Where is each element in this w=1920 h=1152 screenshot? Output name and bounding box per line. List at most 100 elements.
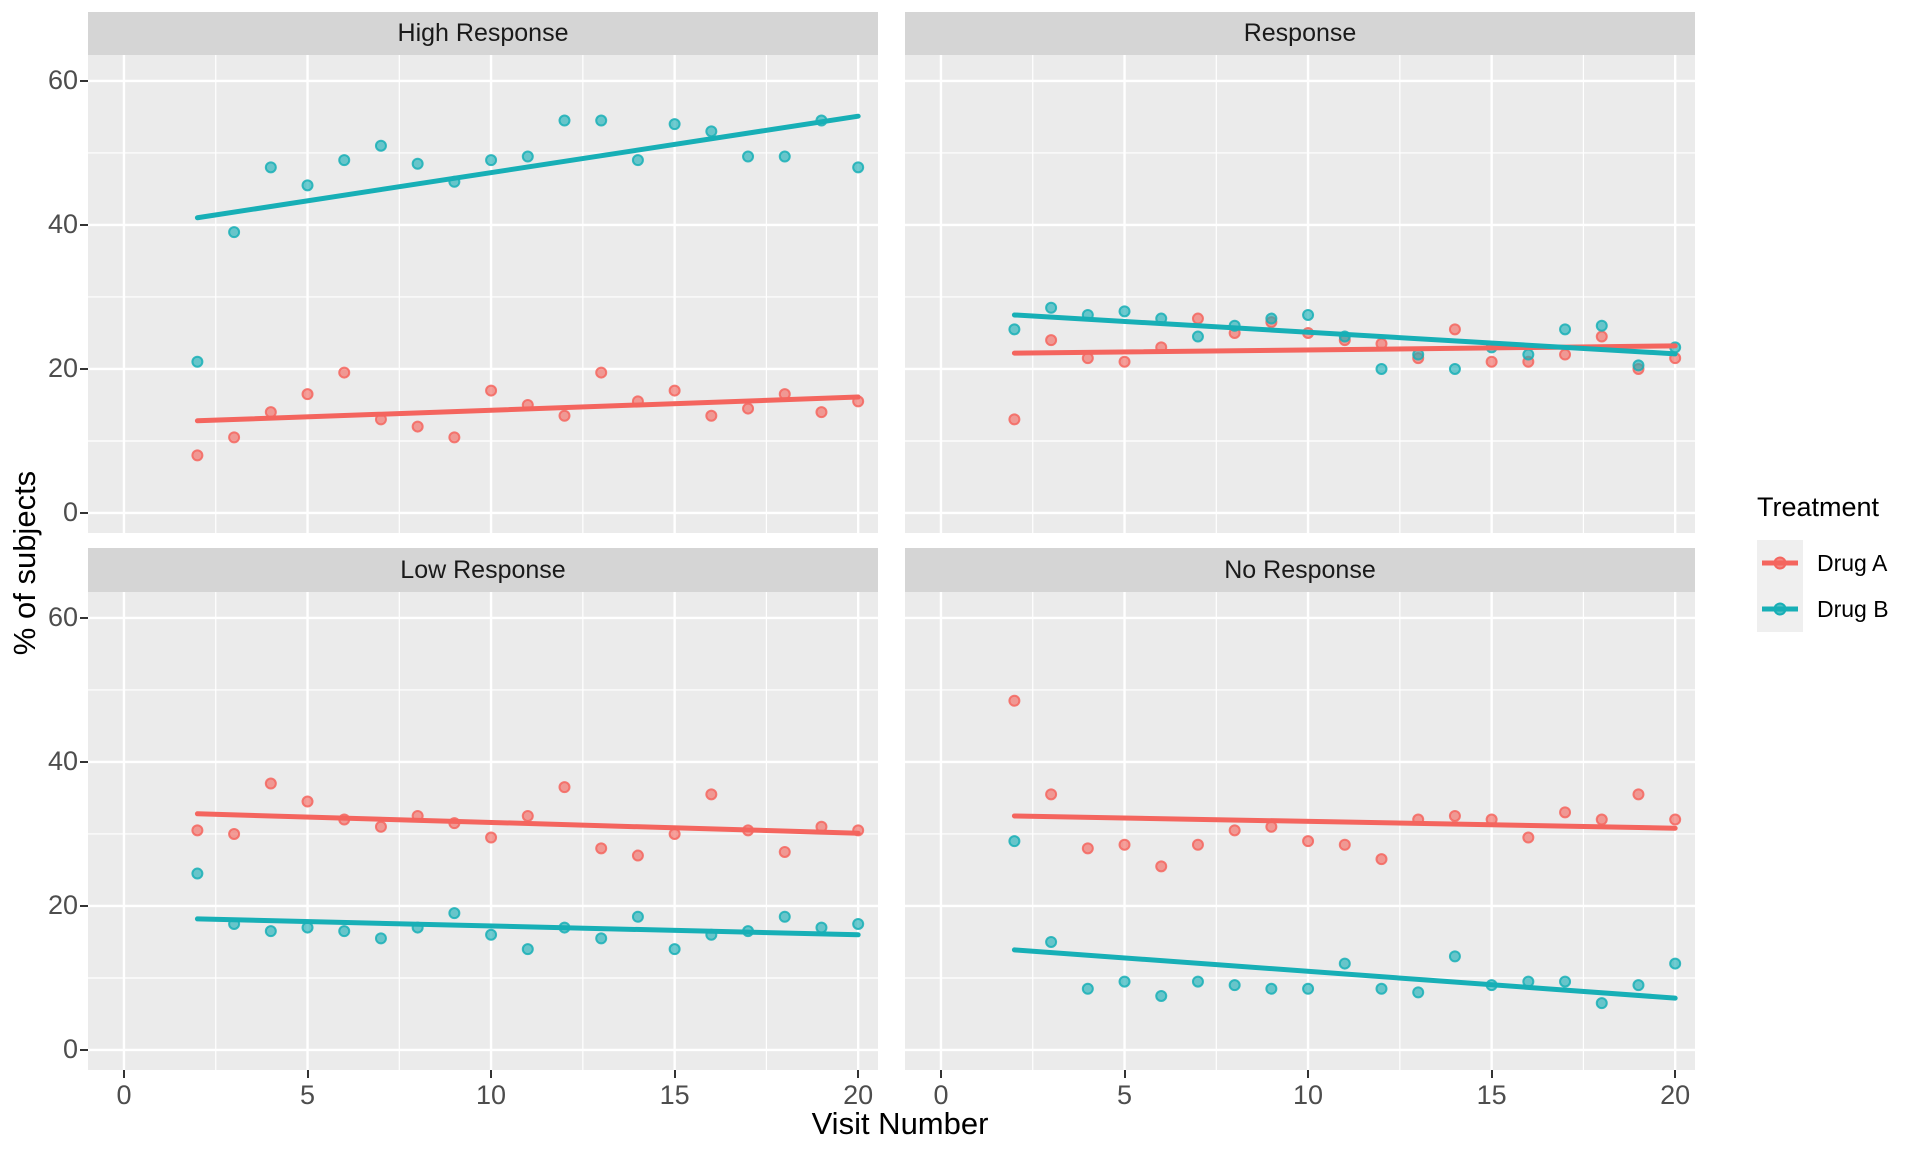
trend-line <box>194 394 861 424</box>
y-tick-mark <box>80 223 88 226</box>
data-point <box>228 431 241 444</box>
data-point <box>1302 835 1315 848</box>
data-point <box>1448 809 1461 822</box>
data-point <box>1669 957 1682 970</box>
data-point <box>1485 355 1498 368</box>
x-tick-mark <box>939 1070 942 1078</box>
data-point <box>1595 997 1608 1010</box>
x-tick-mark <box>1123 1070 1126 1078</box>
x-tick-label: 0 <box>933 1080 949 1110</box>
x-tick-label: 10 <box>1293 1080 1324 1110</box>
trend-line <box>194 916 861 938</box>
data-point <box>411 157 424 170</box>
legend-item-drug-b: Drug B <box>1757 586 1889 632</box>
data-point <box>595 932 608 945</box>
data-point <box>264 925 277 938</box>
data-point <box>1559 348 1572 361</box>
trend-line <box>1011 312 1678 357</box>
data-point <box>852 917 865 930</box>
y-tick-mark <box>80 79 88 82</box>
data-point <box>191 449 204 462</box>
data-point <box>558 409 571 422</box>
x-tick-label: 0 <box>116 1080 132 1110</box>
x-tick-mark <box>1307 1070 1310 1078</box>
data-point <box>1448 362 1461 375</box>
data-point <box>1265 982 1278 995</box>
data-point <box>1008 835 1021 848</box>
y-tick-mark <box>80 904 88 907</box>
data-point <box>1669 813 1682 826</box>
data-point <box>1045 788 1058 801</box>
data-point <box>1045 334 1058 347</box>
data-point <box>1045 935 1058 948</box>
data-point <box>668 827 681 840</box>
data-point <box>631 849 644 862</box>
data-point <box>411 420 424 433</box>
data-point <box>595 366 608 379</box>
facet-strip-high-response: High Response <box>88 12 878 55</box>
x-tick-mark <box>490 1070 493 1078</box>
facet-strip-no-response: No Response <box>905 548 1695 592</box>
data-point <box>778 910 791 923</box>
facet-strip-response: Response <box>905 12 1695 55</box>
x-tick-label: 15 <box>1476 1080 1507 1110</box>
data-point <box>1008 413 1021 426</box>
data-point <box>778 845 791 858</box>
trend-line <box>1011 813 1678 831</box>
legend-label-drug-b: Drug B <box>1817 595 1889 622</box>
facet-strip-low-response: Low Response <box>88 548 878 592</box>
data-point <box>1118 838 1131 851</box>
data-point <box>705 125 718 138</box>
data-point <box>815 921 828 934</box>
data-point <box>1595 330 1608 343</box>
data-point <box>815 406 828 419</box>
data-point <box>1191 330 1204 343</box>
data-point <box>1302 982 1315 995</box>
data-point <box>558 781 571 794</box>
data-point <box>668 943 681 956</box>
data-point <box>521 943 534 956</box>
data-point <box>1559 975 1572 988</box>
data-point <box>374 820 387 833</box>
y-tick-label: 60 <box>47 601 78 632</box>
legend-key-drug-b <box>1757 586 1803 632</box>
data-point <box>1155 989 1168 1002</box>
treatment-legend: Treatment Drug A Drug B <box>1757 492 1889 632</box>
data-point <box>521 150 534 163</box>
data-point <box>1118 355 1131 368</box>
x-tick-mark <box>673 1070 676 1078</box>
data-point <box>448 431 461 444</box>
data-point <box>1595 813 1608 826</box>
data-point <box>1118 975 1131 988</box>
data-point <box>191 824 204 837</box>
line-point-glyph-icon <box>1762 556 1798 570</box>
data-point <box>668 118 681 131</box>
y-tick-label: 0 <box>62 1033 78 1064</box>
data-point <box>1191 312 1204 325</box>
data-point <box>374 932 387 945</box>
data-point <box>631 154 644 167</box>
data-point <box>228 827 241 840</box>
data-point <box>485 831 498 844</box>
data-point <box>742 150 755 163</box>
data-point <box>742 402 755 415</box>
data-point <box>1265 312 1278 325</box>
data-point <box>1559 806 1572 819</box>
x-axis-title: Visit Number <box>811 1106 989 1141</box>
data-point <box>705 788 718 801</box>
data-point <box>1632 788 1645 801</box>
data-point <box>1191 838 1204 851</box>
data-point <box>705 409 718 422</box>
x-tick-mark <box>1490 1070 1493 1078</box>
data-point <box>1448 323 1461 336</box>
x-tick-mark <box>857 1070 860 1078</box>
data-point <box>852 161 865 174</box>
data-point <box>1081 982 1094 995</box>
data-point <box>778 150 791 163</box>
x-tick-label: 5 <box>300 1080 316 1110</box>
data-point <box>1559 323 1572 336</box>
data-point <box>191 867 204 880</box>
data-point <box>1375 853 1388 866</box>
data-point <box>558 114 571 127</box>
